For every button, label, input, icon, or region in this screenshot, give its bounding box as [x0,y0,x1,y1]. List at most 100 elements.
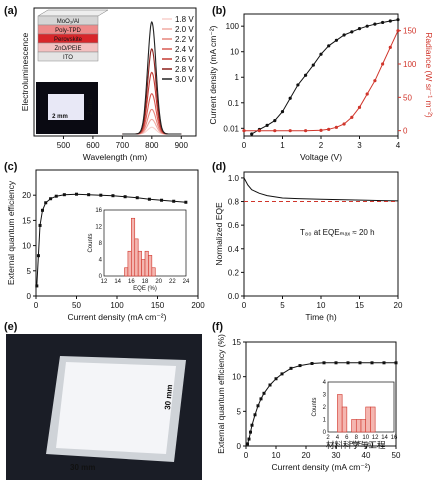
series-point [249,430,252,434]
x-tick-label: 5 [280,301,285,310]
series-point [370,361,374,365]
histogram-bar [360,419,367,433]
radiance-point [257,129,261,133]
radiance-point [373,79,377,83]
y2-tick-label: 0 [403,127,408,136]
series-point [256,404,260,408]
current-density-point [373,22,377,26]
x-tick-label: 2 [319,141,324,150]
inset-x-tick-label: 6 [345,435,349,441]
panel-label-a: (a) [4,5,18,17]
inset-x-tick-label: 14 [114,279,121,285]
inset-x-tick-label: 12 [372,435,379,441]
histogram-bar [370,406,376,433]
inset-y-axis-label: Counts [88,233,94,252]
series-point [346,361,350,365]
inset-y-tick-label: 2 [323,405,327,411]
plot-frame-a [33,7,197,137]
series-point [44,201,48,205]
y-tick-label: 15 [232,338,241,347]
current-density-point [365,24,369,28]
series-point [38,223,42,227]
inset-y-tick-label: 3 [323,393,327,399]
x-axis-label: Wavelength (nm) [83,152,148,162]
legend-entry: 2.2 V [175,35,194,44]
current-density-point [342,33,346,37]
panel-label-b: (b) [212,5,226,17]
y2-tick-label: 50 [403,93,412,102]
watermark-text: 材料科学与工程 [326,440,386,450]
inset-x-tick-label: 18 [142,279,149,285]
x-axis-label: Current density (mA cm⁻²) [272,462,371,472]
spectrum-line-24V [122,93,182,135]
inset-y-tick-label: 16 [95,208,102,214]
series-point [310,361,314,365]
radiance-point [242,129,246,133]
spectrum-line-18V [122,126,182,135]
current-density-point [265,123,269,128]
inset-x-tick-label: 4 [336,435,340,441]
inset-x-tick-label: 8 [355,435,359,441]
device-emission-area [48,94,84,120]
radiance-point [288,129,292,133]
inset-x-tick-label: 12 [101,279,108,285]
y-tick-label: 0.6 [228,221,240,230]
device-layer-label: ITO [63,55,73,61]
histogram-bar [141,259,146,277]
x-tick-label: 50 [72,301,81,310]
series-point [75,192,78,196]
legend-entry: 1.8 V [175,15,194,24]
x-tick-label: 0 [242,301,247,310]
x-tick-label: 3 [357,141,362,150]
series-point [36,254,40,258]
device-stack-top [37,9,109,17]
histogram-bar [337,394,343,433]
y2-tick-label: 100 [403,60,417,69]
series-point [322,361,326,365]
inset-x-tick-label: 16 [391,435,398,441]
series-point [111,194,115,198]
series-point [268,383,272,387]
inset-y-tick-label: 12 [95,225,102,231]
radiance-point [388,45,392,49]
x-tick-label: 600 [86,141,100,150]
series-point [35,284,39,288]
y-tick-label: 0.2 [228,268,240,277]
series-point [259,397,263,401]
y-tick-label: 0.0 [228,292,240,301]
inset-x-axis-label: EQE (%) [133,286,157,292]
inset-y-tick-label: 4 [323,380,327,386]
y-tick-label: 1 [235,73,240,82]
inset-x-tick-label: 22 [169,279,176,285]
y-tick-label: 0 [27,292,32,301]
y2-axis-label: Radiance (W sr⁻¹ m⁻²) [424,32,434,118]
x-tick-label: 40 [362,451,371,460]
inset-y-tick-label: 1 [323,418,327,424]
panel-label-e: (e) [4,321,18,333]
histogram-bar [131,217,136,277]
x-tick-label: 900 [175,141,189,150]
x-axis-label: Voltage (V) [300,152,342,162]
x-tick-label: 100 [110,301,124,310]
y-tick-label: 10 [230,48,239,57]
inset-x-axis-label: EQE (%) [349,442,373,448]
y-tick-label: 1.0 [228,174,240,183]
inset-x-tick-label: 24 [183,279,190,285]
current-density-line [251,19,399,135]
device-layer-label: Poly-TPD [55,28,81,34]
radiance-point [334,125,338,129]
series-line-d [243,177,399,202]
series-point [40,208,44,212]
photo-dim-label: 2 mm [88,99,94,115]
current-density-point [381,20,385,25]
series-point [262,391,266,395]
current-density-point [304,73,308,77]
spectrum-line-20V [122,118,182,135]
panel-label-f: (f) [212,321,223,333]
series-line-c [36,193,186,286]
histogram-bar [151,267,156,277]
histogram-bar [355,419,362,433]
dim-label-right: 30 mm [163,384,174,410]
panel-label-d: (d) [212,161,226,173]
series-point [298,364,302,368]
